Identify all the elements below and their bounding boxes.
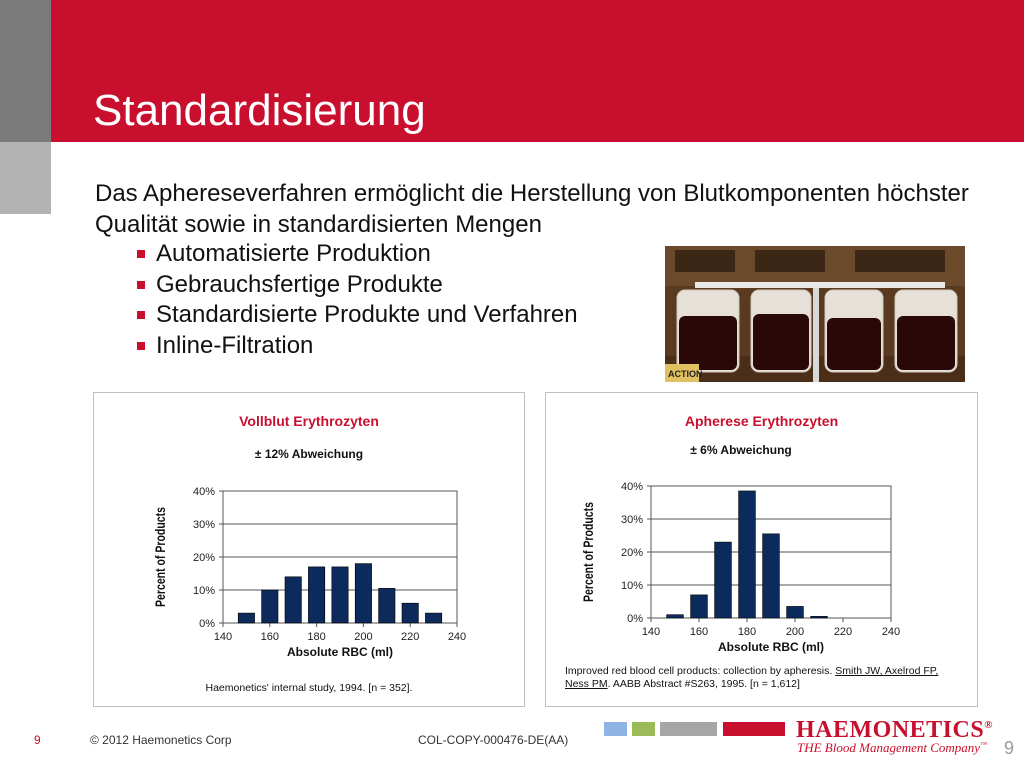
y-tick-label: 40%	[621, 481, 643, 493]
x-tick-label: 220	[401, 631, 419, 643]
y-tick-label: 40%	[193, 486, 215, 498]
bar	[810, 616, 828, 619]
chart-panel-right: Apherese Erythrozyten ± 6% Abweichung 0%…	[545, 392, 978, 707]
x-tick-label: 160	[261, 631, 279, 643]
chart-title: Vollblut Erythrozyten	[239, 413, 379, 429]
intro-text: Das Aphereseverfahren ermöglicht die Her…	[95, 180, 969, 238]
header-accent-dark	[0, 0, 51, 142]
chart-source: Improved red blood cell products: collec…	[565, 665, 965, 691]
source-text: Improved red blood cell products: collec…	[565, 665, 833, 677]
blood-bags-photo: ACTION	[665, 246, 965, 382]
bullet-label: Standardisierte Produkte und Verfahren	[156, 301, 578, 328]
tagline-text: THE Blood Management Company	[797, 740, 981, 755]
y-tick-label: 30%	[193, 519, 215, 531]
x-axis-title: Absolute RBC (ml)	[718, 640, 824, 654]
bullet-item: Standardisierte Produkte und Verfahren	[137, 300, 578, 331]
slide-page-number: 9	[1003, 738, 1014, 758]
y-tick-label: 0%	[627, 613, 643, 625]
y-tick-label: 10%	[193, 585, 215, 597]
bar	[401, 602, 419, 624]
x-tick-label: 140	[642, 626, 660, 638]
bullet-label: Inline-Filtration	[156, 331, 314, 359]
bar	[738, 490, 756, 619]
bar	[714, 541, 732, 619]
x-tick-label: 240	[882, 626, 900, 638]
bullet-label: Gebrauchsfertige Produkte	[156, 270, 443, 298]
chart-subtitle: ± 12% Abweichung	[254, 447, 364, 461]
x-tick-label: 160	[690, 626, 708, 638]
bullet-label: Automatisierte Produktion	[156, 240, 431, 267]
y-axis-title: Percent of Products	[580, 502, 596, 602]
chart-subtitle: ± 6% Abweichung	[690, 443, 792, 457]
x-tick-label: 240	[448, 631, 466, 643]
y-axis-title: Percent of Products	[152, 507, 168, 607]
bar	[354, 563, 372, 624]
bar-chart-left: 0% 10% 20% 30% 40% 140 160 180 200 220 240 Absolute…	[152, 486, 466, 659]
source-authors-link[interactable]: Smith JW, Axelrod FP, Ness PM	[565, 665, 939, 690]
bullet-list: Automatisierte Produktion Gebrauchsferti…	[137, 239, 578, 361]
bar	[237, 612, 255, 624]
bullet-square-icon	[137, 280, 145, 289]
bar	[786, 606, 804, 619]
bar	[261, 589, 279, 624]
footer-color-block-blue	[604, 722, 627, 736]
bullet-item: Gebrauchsfertige Produkte	[137, 270, 578, 301]
header-band	[0, 0, 1024, 142]
tagline-trademark: ™	[980, 740, 987, 749]
x-tick-label: 140	[214, 631, 232, 643]
chart-source: Haemonetics' internal study, 1994. [n = …	[205, 682, 413, 694]
bar	[425, 612, 443, 624]
x-axis-title: Absolute RBC (ml)	[287, 645, 393, 659]
bar-chart-right: 0% 10% 20% 30% 40% 140 160 180 200 220 240 Absolute…	[580, 481, 900, 654]
slide-title: Standardisierung	[93, 86, 426, 135]
y-tick-label: 0%	[199, 618, 215, 630]
footer-color-block-grey	[660, 722, 717, 736]
bullet-square-icon	[137, 311, 145, 319]
header-accent-light	[0, 142, 51, 214]
x-tick-label: 220	[834, 626, 852, 638]
x-tick-label: 180	[307, 631, 325, 643]
bar	[690, 594, 708, 619]
bullet-item: Inline-Filtration	[137, 331, 578, 362]
footer-color-block-green	[632, 722, 655, 736]
footer-doc-code: COL-COPY-000476-DE(AA)	[418, 733, 569, 747]
bullet-square-icon	[137, 341, 145, 350]
bar	[666, 614, 684, 619]
footer-copyright: © 2012 Haemonetics Corp	[90, 733, 232, 747]
y-tick-label: 20%	[621, 547, 643, 559]
bar	[308, 566, 326, 624]
chart-panel-left: Vollblut Erythrozyten ± 12% Abweichung 0…	[93, 392, 525, 707]
photo-caption-label: ACTION	[668, 369, 703, 379]
y-tick-label: 10%	[621, 580, 643, 592]
logo-registered-mark: ®	[984, 719, 993, 731]
bar	[331, 566, 349, 624]
haemonetics-logo: HAEMONETICS®	[796, 717, 993, 744]
logo-text: HAEMONETICS	[796, 717, 985, 743]
footer-color-block-red	[723, 722, 785, 736]
x-tick-label: 200	[786, 626, 804, 638]
y-tick-label: 30%	[621, 514, 643, 526]
logo-tagline: THE Blood Management Company™	[797, 740, 987, 756]
chart-title: Apherese Erythrozyten	[684, 413, 839, 429]
footer-page-number: 9	[34, 733, 41, 747]
x-tick-label: 200	[354, 631, 372, 643]
x-tick-label: 180	[738, 626, 756, 638]
source-tail: . AABB Abstract #S263, 1995. [n = 1,612]	[607, 678, 800, 690]
y-tick-label: 20%	[193, 552, 215, 564]
bar	[762, 533, 780, 619]
bar	[378, 588, 396, 624]
bullet-item: Automatisierte Produktion	[137, 239, 578, 270]
bullet-square-icon	[137, 250, 145, 258]
bar	[284, 576, 302, 624]
